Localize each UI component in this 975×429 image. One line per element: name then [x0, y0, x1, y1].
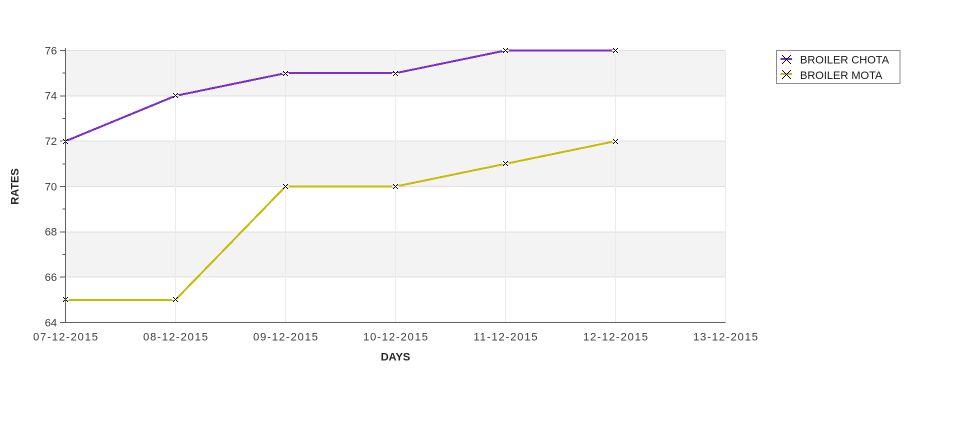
svg-text:RATES: RATES — [10, 168, 22, 204]
svg-text:13-12-2015: 13-12-2015 — [693, 332, 759, 344]
svg-text:BROILER MOTA: BROILER MOTA — [800, 70, 883, 82]
svg-text:12-12-2015: 12-12-2015 — [583, 332, 649, 344]
svg-text:11-12-2015: 11-12-2015 — [474, 332, 539, 344]
svg-text:BROILER CHOTA: BROILER CHOTA — [800, 55, 890, 67]
svg-text:76: 76 — [45, 45, 57, 57]
svg-text:09-12-2015: 09-12-2015 — [253, 332, 319, 344]
svg-text:72: 72 — [45, 136, 57, 148]
svg-text:64: 64 — [45, 317, 57, 329]
svg-text:DAYS: DAYS — [381, 352, 411, 364]
svg-text:70: 70 — [45, 181, 57, 193]
svg-text:66: 66 — [45, 272, 57, 284]
svg-text:10-12-2015: 10-12-2015 — [363, 332, 429, 344]
svg-text:74: 74 — [45, 91, 57, 103]
svg-text:07-12-2015: 07-12-2015 — [33, 332, 99, 344]
svg-text:68: 68 — [45, 227, 57, 239]
svg-text:08-12-2015: 08-12-2015 — [143, 332, 209, 344]
